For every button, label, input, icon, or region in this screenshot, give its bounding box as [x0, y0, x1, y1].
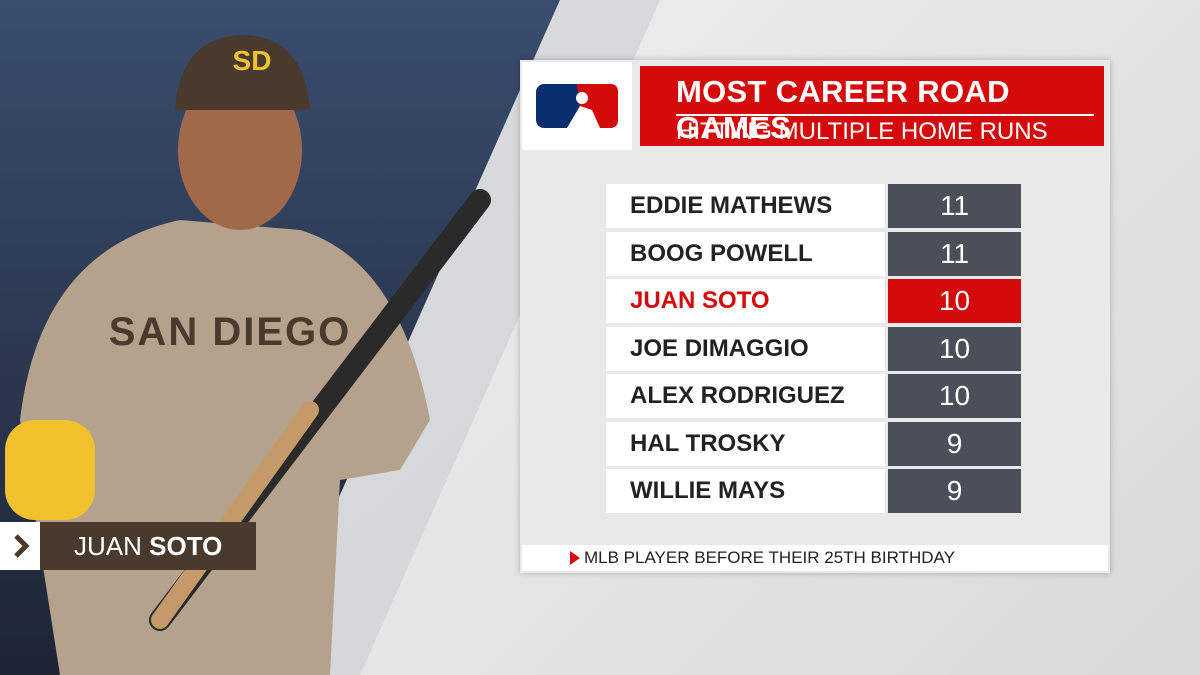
player-name: EDDIE MATHEWS [606, 184, 885, 228]
player-name: JUAN SOTO [606, 279, 885, 323]
subtitle: HITTING MULTIPLE HOME RUNS [676, 118, 1048, 145]
chevron [14, 534, 30, 558]
mlb-logo [522, 62, 632, 150]
first-name: JUAN [74, 531, 142, 561]
player-name: JOE DIMAGGIO [606, 326, 885, 371]
player-name: ALEX RODRIGUEZ [606, 374, 885, 418]
table-row: WILLIE MAYS 9 [606, 469, 1021, 513]
table-row: JUAN SOTO 10 [606, 279, 1021, 323]
table-row: HAL TROSKY 9 [606, 421, 1021, 466]
table-row: BOOG POWELL 11 [606, 231, 1021, 276]
footnote-strip: MLB PLAYER BEFORE THEIR 25TH BIRTHDAY [522, 545, 1108, 571]
game-count: 9 [888, 421, 1021, 466]
table-row: EDDIE MATHEWS 11 [606, 184, 1021, 228]
arrow [570, 551, 580, 565]
rule [676, 114, 1094, 116]
game-count: 10 [888, 279, 1021, 323]
table-row: JOE DIMAGGIO 10 [606, 326, 1021, 371]
game-count: 9 [888, 469, 1021, 513]
game-count: 10 [888, 374, 1021, 418]
table-panel: MOST CAREER ROAD GAMES HITTING MULTIPLE … [520, 60, 1110, 573]
cap-logo: SD [233, 45, 272, 76]
table-row: ALEX RODRIGUEZ 10 [606, 374, 1021, 418]
helmet [175, 35, 310, 110]
name-box: JUAN SOTO [40, 522, 256, 570]
player-tag: JUAN SOTO [0, 522, 256, 570]
game-count: 11 [888, 231, 1021, 276]
player-name: WILLIE MAYS [606, 469, 885, 513]
last-name: SOTO [149, 531, 223, 561]
title-banner: MOST CAREER ROAD GAMES HITTING MULTIPLE … [640, 66, 1104, 146]
footnote: MLB PLAYER BEFORE THEIR 25TH BIRTHDAY [584, 548, 955, 567]
game-count: 10 [888, 326, 1021, 371]
logo-art [536, 84, 618, 128]
jersey-text: SAN DIEGO [109, 310, 351, 354]
bat-handle [151, 401, 319, 629]
player-name: BOOG POWELL [606, 231, 885, 276]
game-count: 11 [888, 184, 1021, 228]
sleeve [5, 420, 95, 520]
player-name: HAL TROSKY [606, 421, 885, 466]
